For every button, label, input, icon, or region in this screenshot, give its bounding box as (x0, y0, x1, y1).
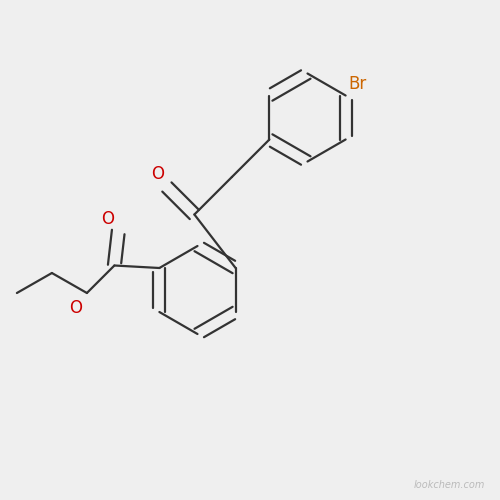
Text: Br: Br (348, 75, 366, 93)
Text: O: O (101, 210, 114, 228)
Text: O: O (70, 299, 82, 317)
Text: O: O (152, 165, 164, 183)
Text: lookchem.com: lookchem.com (414, 480, 485, 490)
